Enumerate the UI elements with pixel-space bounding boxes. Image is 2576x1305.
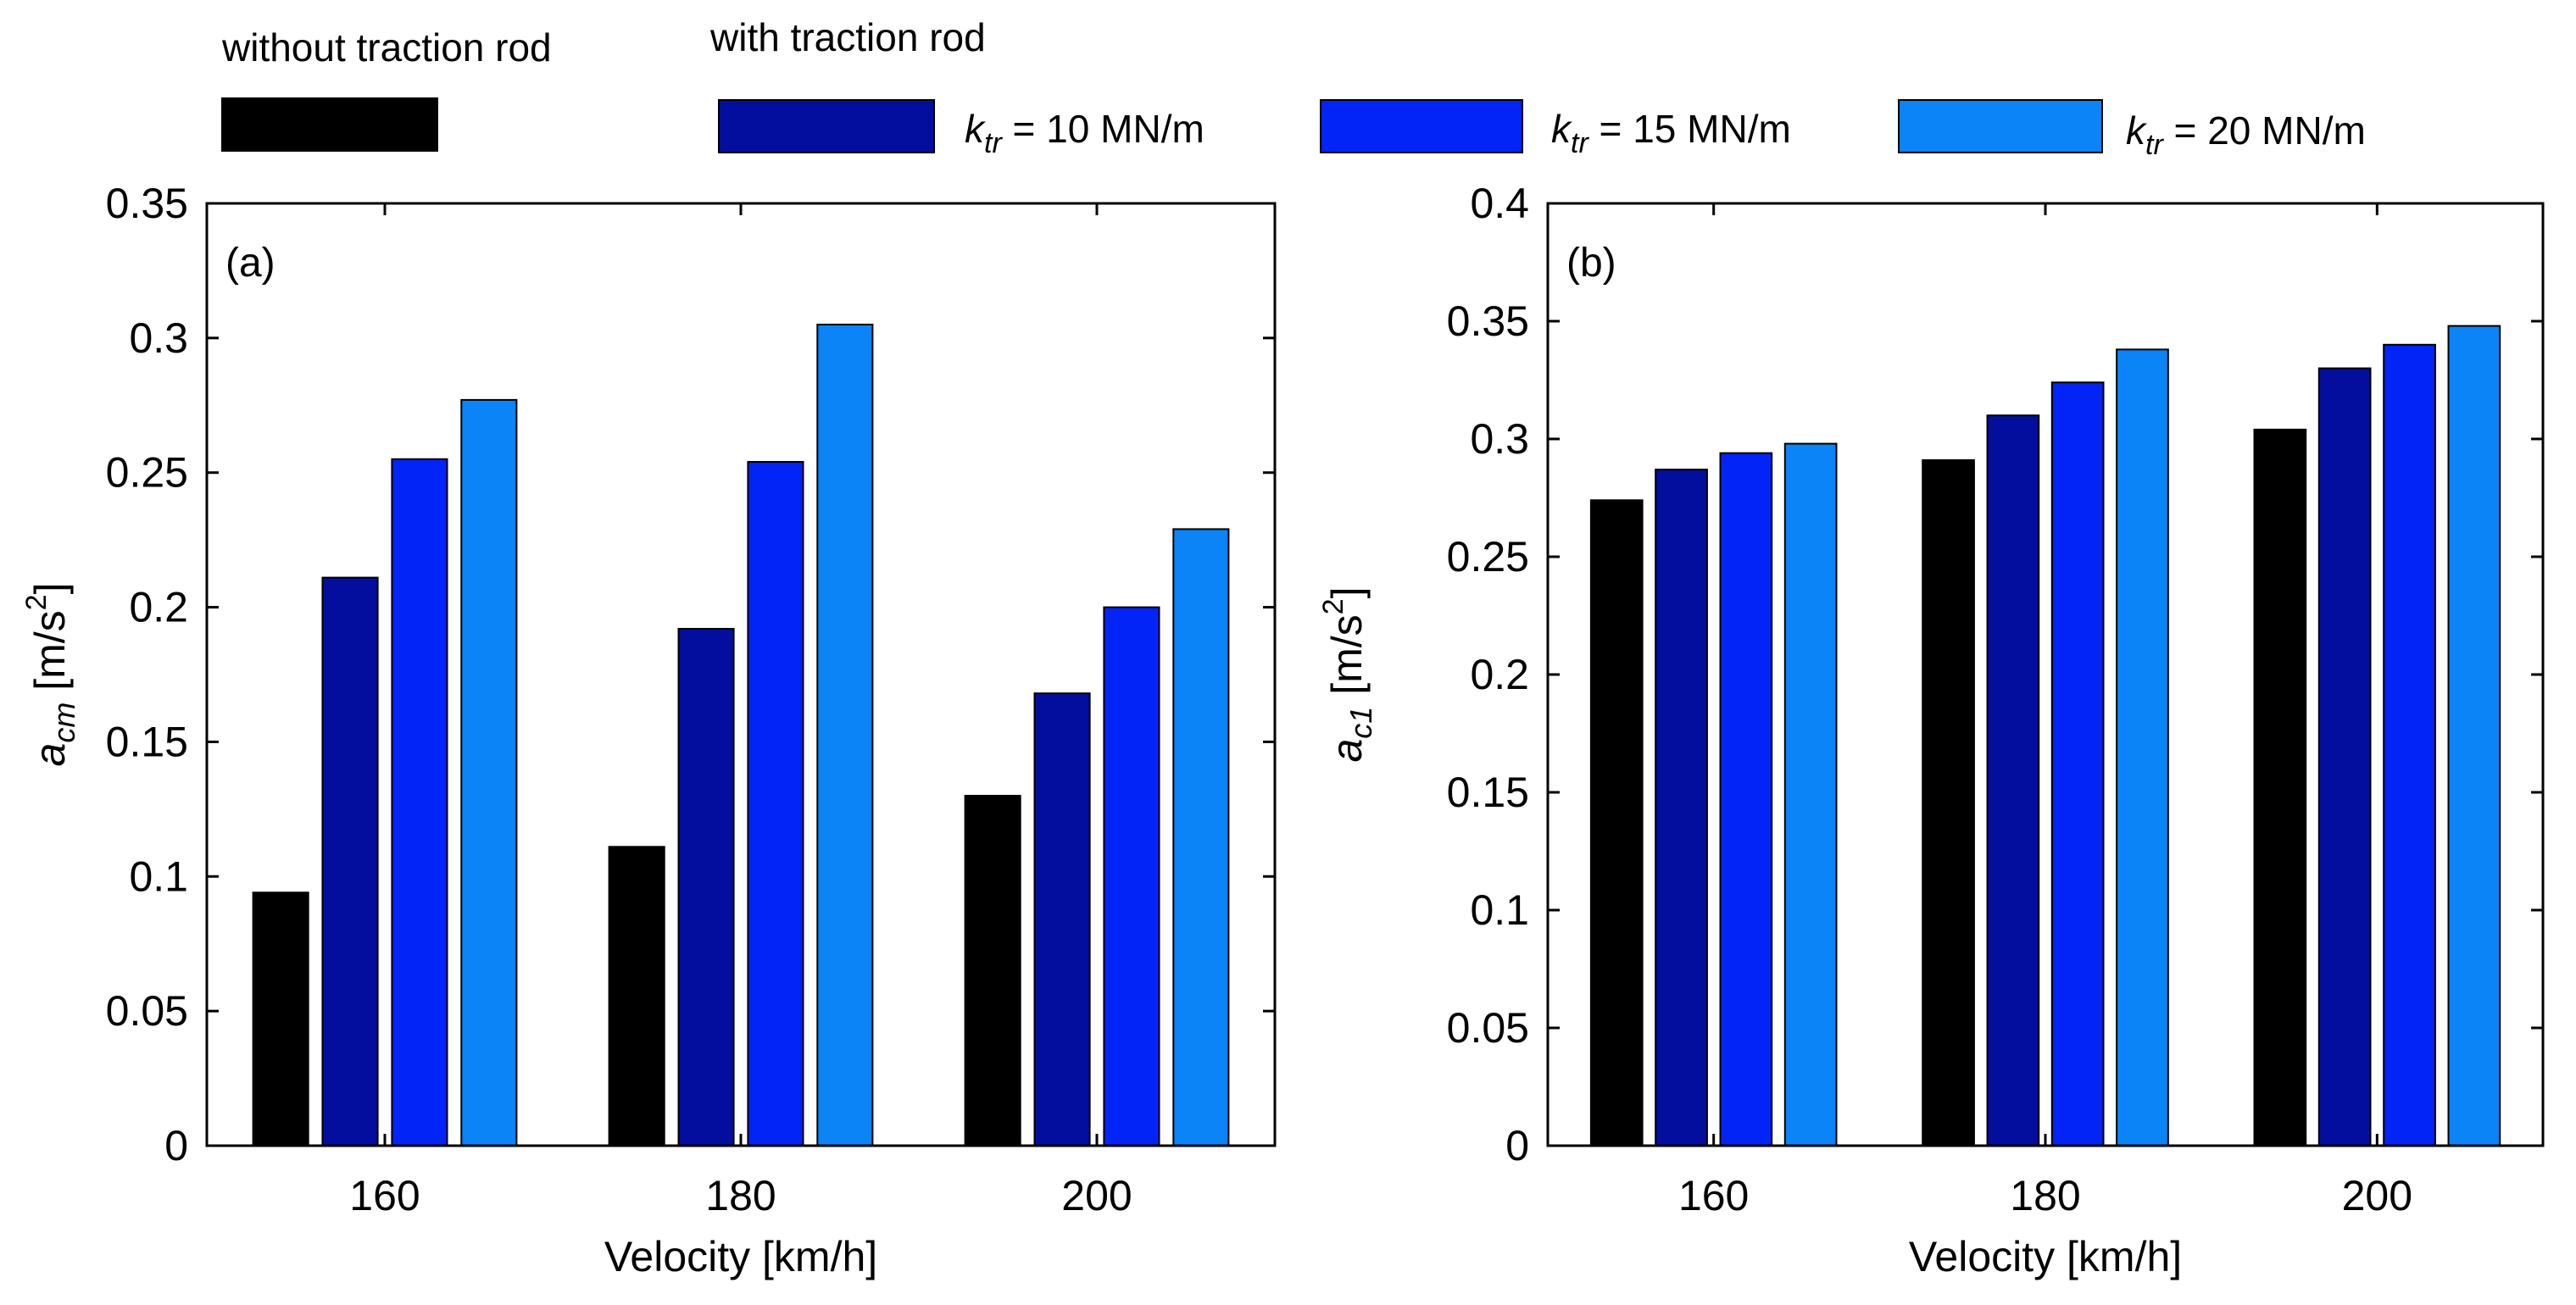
- ytick-label-b: 0.15: [1447, 769, 1529, 816]
- legend-k10-value: = 10 MN/m: [1002, 107, 1205, 151]
- bar-b-s1-200: [2317, 367, 2372, 1147]
- legend-k-sub: tr: [984, 127, 1003, 159]
- legend-k-symbol: k: [965, 107, 986, 151]
- legend: without traction rod with traction rod k…: [221, 15, 2366, 161]
- xtick-label-a: 180: [705, 1172, 776, 1219]
- x-axis-label-a: Velocity [km/h]: [604, 1233, 877, 1280]
- bar-a-s3-180: [816, 324, 874, 1147]
- legend-swatch-k10: [718, 99, 935, 153]
- bar-b-s3-200: [2447, 325, 2501, 1147]
- ytick-label-b: 0: [1505, 1122, 1529, 1169]
- bar-b-s3-160: [1783, 442, 1838, 1147]
- bar-b-s2-180: [2050, 381, 2105, 1147]
- panel-label-a: (a): [225, 241, 275, 286]
- bar-a-s0-160: [252, 891, 309, 1147]
- legend-k15-value: = 15 MN/m: [1588, 107, 1791, 151]
- ytick-label-b: 0.1: [1470, 886, 1529, 934]
- xtick-label-b: 180: [2010, 1172, 2080, 1219]
- bar-b-s3-180: [2116, 348, 2169, 1147]
- ytick-label-b: 0.05: [1447, 1004, 1529, 1052]
- bar-b-s0-160: [1589, 499, 1644, 1147]
- legend-swatch-k20: [1898, 99, 2103, 153]
- ytick-label-a: 0.25: [106, 449, 188, 497]
- bar-a-s1-180: [677, 628, 735, 1147]
- chart-panel-a: 0 0.05 0.1 0.15 0.2 0.25 0.3 0.35 160 180 200 (a) Ve…: [20, 180, 1277, 1280]
- bar-b-s2-160: [1719, 452, 1773, 1147]
- legend-label-k20: ktr = 20 MN/m: [2126, 108, 2366, 161]
- ytick-label-b: 0.4: [1470, 180, 1529, 227]
- legend-k-symbol: k: [1551, 107, 1572, 151]
- legend-label-k15: ktr = 15 MN/m: [1551, 107, 1791, 159]
- bar-b-s1-180: [1986, 414, 2040, 1147]
- legend-label-k10: ktr = 10 MN/m: [965, 107, 1205, 159]
- legend-group-without-title: without traction rod: [221, 25, 552, 69]
- ytick-label-b: 0.25: [1447, 533, 1529, 580]
- bar-b-s2-200: [2383, 343, 2436, 1147]
- ytick-label-b: 0.3: [1470, 415, 1529, 463]
- bar-a-s2-200: [1103, 606, 1160, 1147]
- bar-b-s1-160: [1655, 469, 1708, 1147]
- xtick-label-b: 200: [2342, 1172, 2412, 1219]
- x-axis-label-b: Velocity [km/h]: [1909, 1233, 2182, 1280]
- chart-panel-b: 0 0.05 0.1 0.15 0.2 0.25 0.3 0.35 0.4 160 180 200 (b…: [1317, 180, 2545, 1280]
- ytick-label-b: 0.35: [1447, 297, 1529, 345]
- y-axis-label-b: ac1 [m/s2]: [1317, 587, 1378, 763]
- xtick-label-b: 160: [1678, 1172, 1749, 1219]
- bar-a-s2-180: [747, 461, 804, 1147]
- bar-b-s0-200: [2253, 428, 2307, 1147]
- legend-swatch-k15: [1320, 99, 1523, 153]
- ytick-label-a: 0: [164, 1122, 188, 1169]
- panel-label-b: (b): [1566, 241, 1616, 286]
- bar-a-s3-200: [1172, 528, 1230, 1147]
- y-axis-label-a: acm [m/s2]: [20, 583, 81, 767]
- ytick-label-a: 0.2: [129, 584, 188, 631]
- bar-a-s1-160: [321, 576, 379, 1147]
- xtick-label-a: 200: [1061, 1172, 1132, 1219]
- xtick-label-a: 160: [349, 1172, 420, 1219]
- bar-a-s2-160: [391, 458, 448, 1147]
- ytick-label-a: 0.3: [129, 314, 188, 362]
- ytick-label-b: 0.2: [1470, 651, 1529, 698]
- bar-a-s0-200: [964, 795, 1021, 1147]
- legend-k-sub: tr: [1571, 127, 1589, 159]
- bar-a-s3-160: [460, 398, 518, 1147]
- legend-group-with-title: with traction rod: [709, 15, 986, 59]
- ytick-label-a: 0.35: [106, 180, 188, 227]
- ytick-label-a: 0.1: [129, 852, 188, 900]
- legend-k-symbol: k: [2126, 108, 2147, 153]
- ytick-label-a: 0.05: [106, 987, 188, 1035]
- legend-k-sub: tr: [2145, 129, 2164, 161]
- legend-k20-value: = 20 MN/m: [2163, 108, 2366, 153]
- ytick-label-a: 0.15: [106, 718, 188, 765]
- bar-b-s0-180: [1922, 459, 1975, 1147]
- bar-a-s0-180: [608, 846, 665, 1147]
- legend-swatch-without: [221, 97, 438, 152]
- bar-a-s1-200: [1033, 692, 1091, 1147]
